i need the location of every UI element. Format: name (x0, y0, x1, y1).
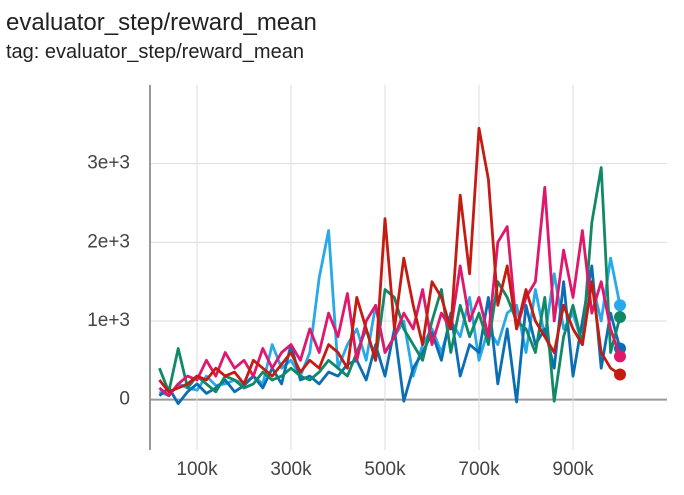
x-tick-label: 300k (270, 459, 312, 480)
series-end-marker (614, 299, 626, 312)
y-tick-label: 2e+3 (87, 231, 130, 252)
series-line (158, 185, 622, 398)
x-tick-label: 700k (458, 459, 500, 480)
x-tick-label: 900k (552, 459, 594, 480)
y-tick-label: 1e+3 (87, 310, 130, 331)
series-end-marker (614, 350, 626, 363)
series-end-marker (614, 368, 626, 381)
series-end-marker (614, 311, 626, 324)
chart-subtitle: tag: evaluator_step/reward_mean (6, 41, 304, 63)
chart-title: evaluator_step/reward_mean (6, 9, 317, 36)
y-tick-label: 0 (119, 389, 130, 410)
x-tick-label: 500k (364, 459, 406, 480)
x-tick-label: 100k (176, 459, 218, 480)
y-tick-label: 3e+3 (87, 153, 130, 174)
series-line (158, 166, 622, 403)
series-line (158, 126, 621, 394)
